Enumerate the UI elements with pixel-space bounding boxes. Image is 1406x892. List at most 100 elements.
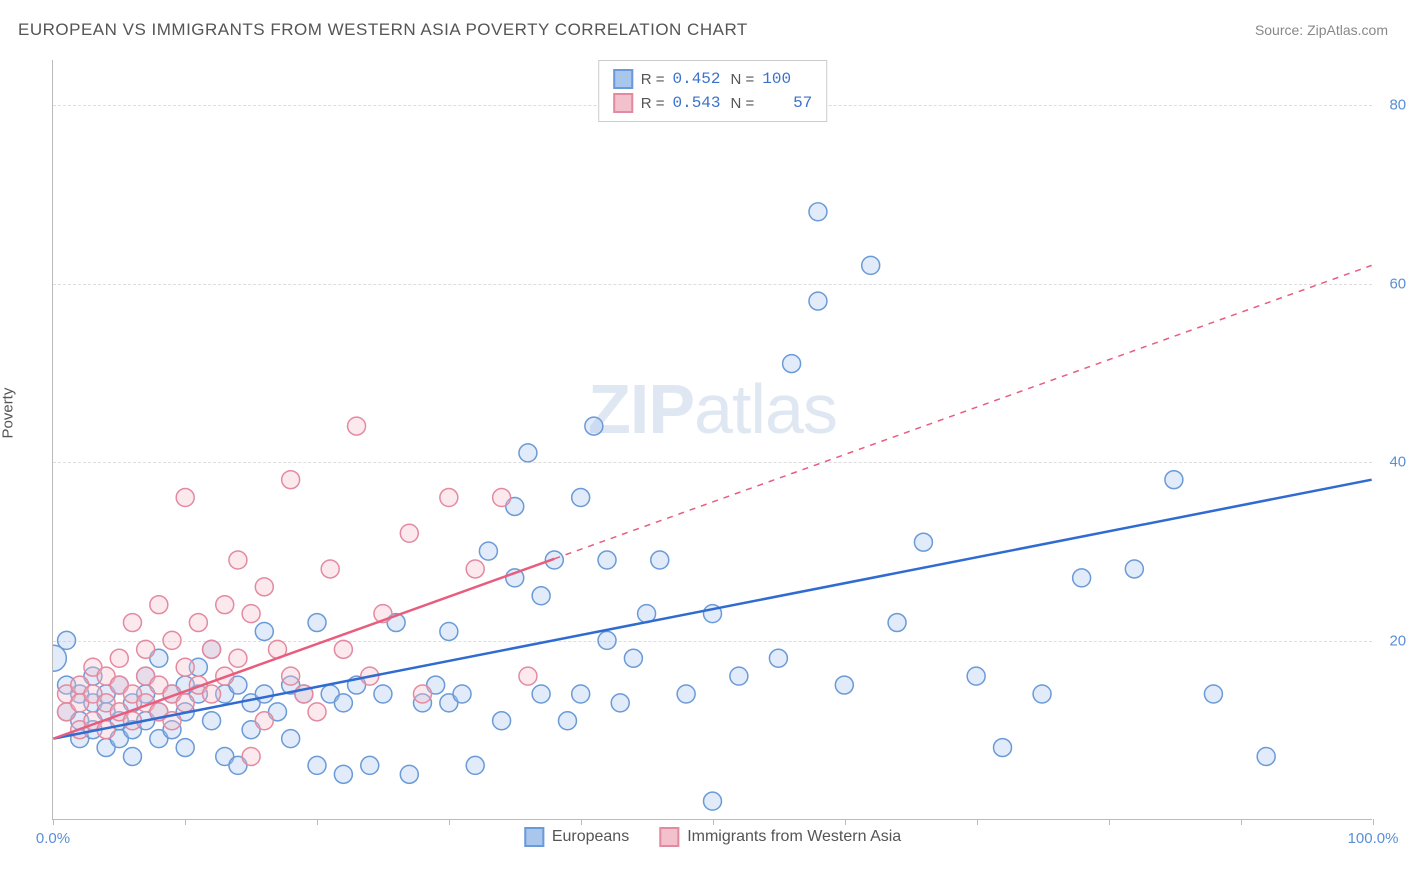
data-point	[598, 631, 616, 649]
data-point	[466, 756, 484, 774]
data-point	[914, 533, 932, 551]
data-point	[769, 649, 787, 667]
data-point	[835, 676, 853, 694]
data-point	[466, 560, 484, 578]
legend-swatch-immigrants	[613, 93, 633, 113]
data-point	[453, 685, 471, 703]
data-point	[334, 640, 352, 658]
data-point	[967, 667, 985, 685]
legend-n-value-0: 100	[762, 70, 812, 88]
data-point	[1204, 685, 1222, 703]
data-point	[598, 551, 616, 569]
data-point	[809, 292, 827, 310]
data-point	[730, 667, 748, 685]
xtick	[317, 819, 318, 825]
legend-r-value-0: 0.452	[673, 70, 723, 88]
data-point	[493, 489, 511, 507]
data-point	[994, 739, 1012, 757]
xtick	[1109, 819, 1110, 825]
legend-label-europeans: Europeans	[552, 828, 629, 846]
data-point	[110, 649, 128, 667]
data-point	[559, 712, 577, 730]
data-point	[334, 694, 352, 712]
data-point	[440, 622, 458, 640]
plot-area: ZIPatlas R = 0.452 N = 100 R = 0.543 N =…	[52, 60, 1372, 820]
data-point	[203, 685, 221, 703]
data-point	[519, 444, 537, 462]
trendline-solid	[53, 559, 554, 739]
data-point	[400, 765, 418, 783]
data-point	[585, 417, 603, 435]
chart-title: EUROPEAN VS IMMIGRANTS FROM WESTERN ASIA…	[18, 20, 748, 40]
data-point	[1125, 560, 1143, 578]
data-point	[1033, 685, 1051, 703]
legend-row-europeans: R = 0.452 N = 100	[613, 67, 813, 91]
data-point	[203, 712, 221, 730]
data-point	[176, 739, 194, 757]
data-point	[400, 524, 418, 542]
xtick	[845, 819, 846, 825]
data-point	[216, 596, 234, 614]
xtick	[449, 819, 450, 825]
xtick	[581, 819, 582, 825]
data-point	[282, 471, 300, 489]
data-point	[282, 730, 300, 748]
data-point	[532, 587, 550, 605]
legend-swatch-immigrants-bottom	[659, 827, 679, 847]
data-point	[255, 578, 273, 596]
xtick	[185, 819, 186, 825]
legend-correlation-box: R = 0.452 N = 100 R = 0.543 N = 57	[598, 60, 828, 122]
ytick-label: 60.0%	[1377, 275, 1406, 292]
legend-n-label: N =	[731, 71, 755, 88]
data-point	[1073, 569, 1091, 587]
legend-label-immigrants: Immigrants from Western Asia	[687, 828, 901, 846]
ytick-label: 80.0%	[1377, 96, 1406, 113]
data-point	[189, 614, 207, 632]
legend-r-value-1: 0.543	[673, 94, 723, 112]
data-point	[361, 756, 379, 774]
ytick-label: 20.0%	[1377, 633, 1406, 650]
chart-header: EUROPEAN VS IMMIGRANTS FROM WESTERN ASIA…	[18, 20, 1388, 40]
data-point	[242, 748, 260, 766]
data-point	[255, 685, 273, 703]
data-point	[176, 489, 194, 507]
source-name: ZipAtlas.com	[1307, 22, 1388, 38]
data-point	[572, 489, 590, 507]
legend-r-label: R =	[641, 71, 665, 88]
source-citation: Source: ZipAtlas.com	[1255, 22, 1388, 38]
data-point	[123, 748, 141, 766]
data-point	[308, 756, 326, 774]
data-point	[862, 256, 880, 274]
legend-item-europeans: Europeans	[524, 827, 629, 847]
data-point	[704, 792, 722, 810]
data-point	[783, 355, 801, 373]
data-point	[1257, 748, 1275, 766]
data-point	[163, 631, 181, 649]
data-point	[321, 560, 339, 578]
data-point	[176, 658, 194, 676]
xtick-label: 100.0%	[1348, 830, 1399, 847]
data-point	[888, 614, 906, 632]
data-point	[651, 551, 669, 569]
legend-n-label-2: N =	[731, 95, 755, 112]
xtick-label: 0.0%	[36, 830, 70, 847]
data-point	[150, 596, 168, 614]
data-point	[282, 667, 300, 685]
data-point	[334, 765, 352, 783]
xtick	[977, 819, 978, 825]
xtick	[1373, 819, 1374, 825]
source-prefix: Source:	[1255, 22, 1307, 38]
data-point	[176, 694, 194, 712]
data-point	[479, 542, 497, 560]
data-point	[677, 685, 695, 703]
data-point	[229, 551, 247, 569]
data-point	[58, 631, 76, 649]
legend-swatch-europeans	[613, 69, 633, 89]
legend-swatch-europeans-bottom	[524, 827, 544, 847]
data-point	[519, 667, 537, 685]
legend-series: Europeans Immigrants from Western Asia	[524, 827, 901, 847]
data-point	[611, 694, 629, 712]
data-point	[809, 203, 827, 221]
data-point	[1165, 471, 1183, 489]
legend-n-value-1: 57	[762, 94, 812, 112]
